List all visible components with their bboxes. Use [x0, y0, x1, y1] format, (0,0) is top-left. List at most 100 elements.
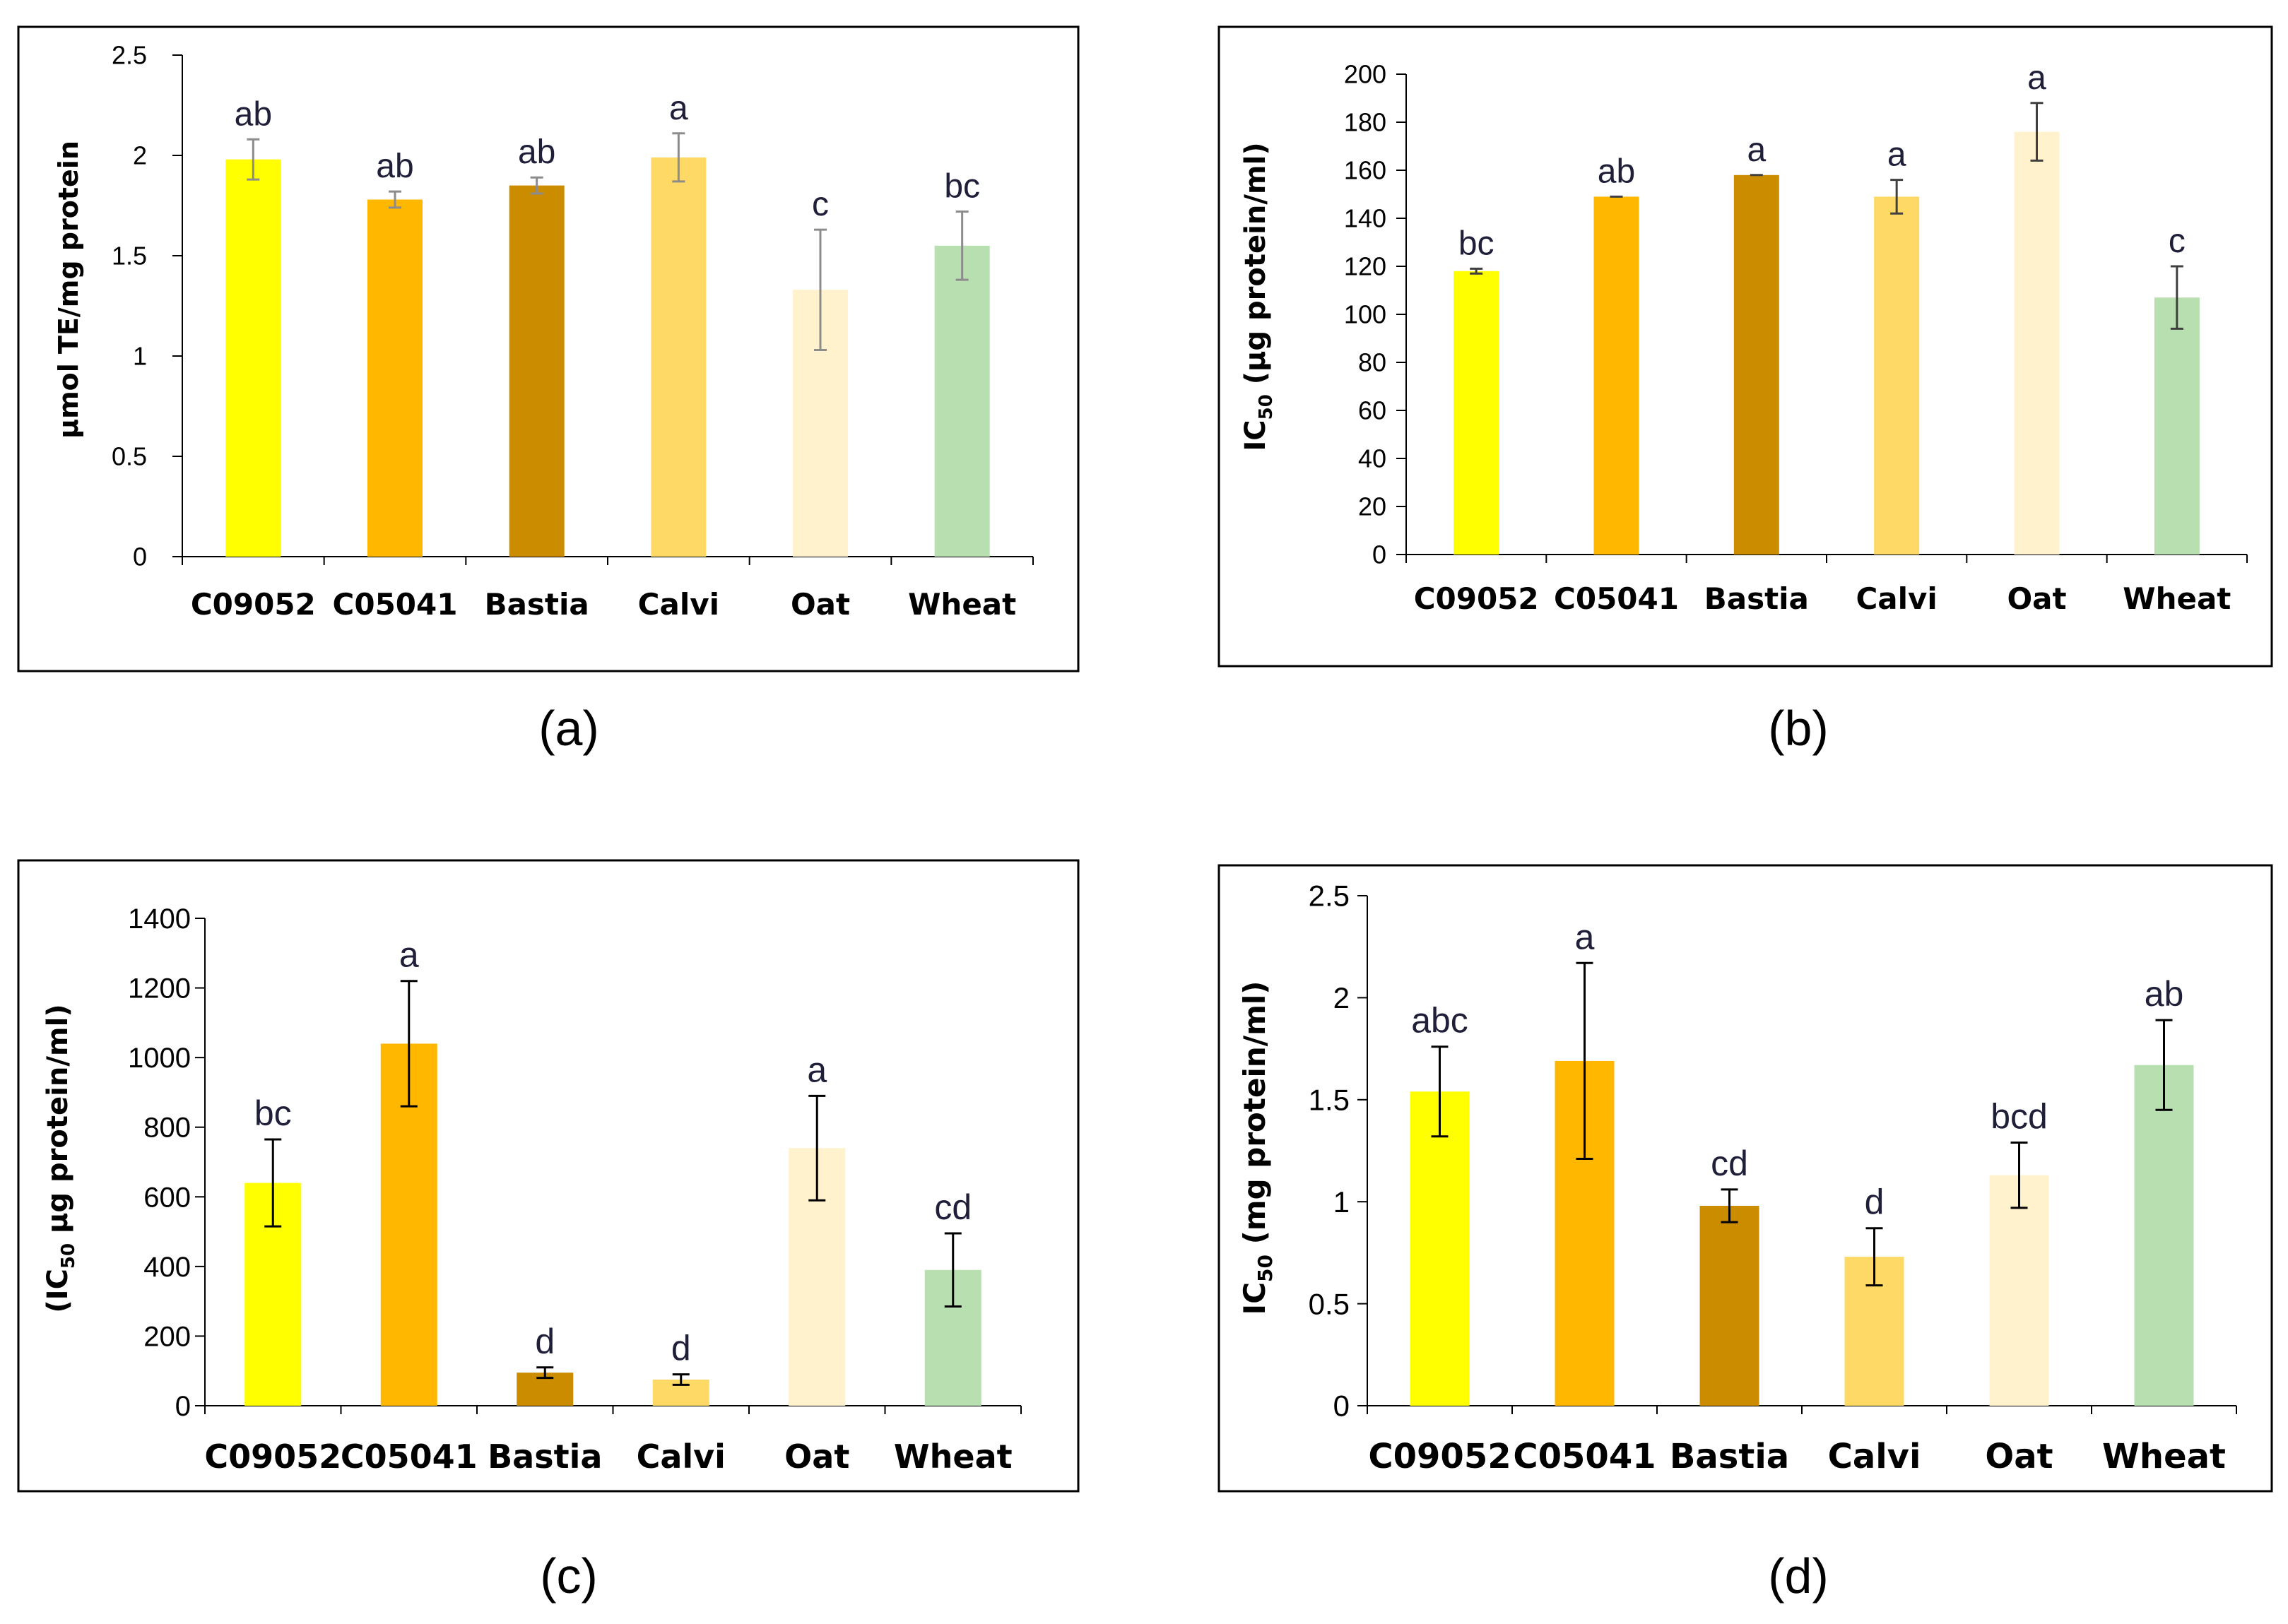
panel-b-significance-letter: a	[1747, 131, 1766, 169]
panel-d-category-label: C05041	[1513, 1437, 1656, 1476]
panel-c-significance-letter: a	[399, 935, 419, 975]
panel-a-bar	[934, 245, 990, 557]
panel-a-significance-letter: bc	[944, 168, 980, 206]
panel-b-ytick-label: 180	[1344, 108, 1386, 137]
panel-c-category-label: C09052	[204, 1438, 341, 1476]
panel-c-ylabel-main: (IC	[42, 1269, 74, 1313]
panel-b-ytick-label: 40	[1358, 444, 1386, 473]
panel-b-significance-letter: bc	[1458, 225, 1494, 262]
panel-d-ytick-label: 2.5	[1309, 879, 1350, 913]
panel-a-significance-letter: ab	[376, 148, 413, 185]
panel-d-plot: 0 0.5 1 1.5 2 2.5 abc C09052 a C05041 cd Bastia d Cal…	[1309, 879, 2237, 1476]
panel-b-ytick-label: 60	[1358, 396, 1386, 425]
panel-c-category-label: Bastia	[488, 1438, 602, 1476]
panel-b-bar	[1593, 196, 1639, 555]
panel-a-significance-letter: c	[812, 186, 829, 223]
panel-a-significance-letter: ab	[235, 95, 272, 133]
panel-b-ytick-label: 100	[1344, 300, 1386, 329]
panel-a-category-label: Calvi	[638, 587, 719, 622]
panel-b-significance-letter: a	[1887, 136, 1906, 174]
panel-b-ytick-label: 80	[1358, 348, 1386, 377]
panel-a-caption: (a)	[538, 701, 599, 756]
panel-b-bar	[2014, 131, 2060, 555]
panel-a-category-label: Oat	[791, 587, 850, 622]
panel-a-ytick-label: 1	[133, 342, 147, 371]
panel-b-category-label: Wheat	[2123, 581, 2231, 616]
panel-a-significance-letter: ab	[518, 134, 555, 171]
panel-d-significance-letter: a	[1575, 917, 1595, 956]
panel-d-bar	[1699, 1205, 1759, 1406]
panel-b-caption: (b)	[1768, 701, 1829, 756]
panel-c-ytick-label: 600	[143, 1182, 191, 1213]
panel-a-bar	[367, 199, 423, 557]
panel-a-ytick-label: 1.5	[112, 242, 147, 271]
panel-c-plot: 0 200 400 600 800 1000 1200 1400 bc C09052 a C05041…	[128, 903, 1022, 1476]
panel-b-category-label: C09052	[1414, 581, 1539, 616]
panel-b-bar	[1453, 271, 1499, 555]
panel-a-bar	[509, 185, 565, 557]
panel-d-significance-letter: abc	[1411, 1001, 1468, 1041]
panel-c-category-label: C05041	[341, 1438, 478, 1476]
panel-c-significance-letter: a	[807, 1050, 827, 1089]
panel-d-category-label: Wheat	[2102, 1437, 2226, 1476]
panel-b-ytick-label: 140	[1344, 204, 1386, 233]
panel-d-category-label: Oat	[1985, 1437, 2053, 1476]
panel-b-bar	[1874, 196, 1920, 555]
panel-d-bar	[1989, 1175, 2049, 1406]
panel-d-significance-letter: bcd	[1991, 1096, 2048, 1136]
panel-c-significance-letter: cd	[934, 1187, 972, 1227]
panel-a-significance-letter: a	[669, 90, 688, 127]
panel-d-category-label: Calvi	[1828, 1437, 1921, 1476]
panel-d-ylabel-main: IC	[1237, 1282, 1272, 1315]
panel-a-bar	[225, 159, 281, 557]
panel-b-ytick-label: 0	[1372, 540, 1386, 569]
panel-d-category-label: C09052	[1368, 1437, 1511, 1476]
panel-b-ylabel-main: IC	[1239, 420, 1272, 451]
panel-d: 0 0.5 1 1.5 2 2.5 abc C09052 a C05041 cd Bastia d Cal…	[1217, 864, 2273, 1604]
panel-a-ytick-label: 2.5	[112, 41, 147, 70]
panel-b-bar	[2154, 297, 2200, 555]
panel-c-category-label: Wheat	[894, 1438, 1013, 1476]
panel-c-ylabel-sub: 50	[58, 1243, 79, 1269]
panel-b-ylabel-rest: (μg protein/ml)	[1239, 142, 1272, 394]
panel-b-ytick-label: 20	[1358, 492, 1386, 521]
panel-b: 0 20 40 60 80 100 120 140 160 180 200 bc C09052 ab C05…	[1217, 25, 2273, 756]
panel-c-ytick-label: 0	[175, 1391, 191, 1422]
panel-c-significance-letter: d	[535, 1322, 555, 1361]
panel-d-ylabel-sub: 50	[1254, 1255, 1277, 1282]
panel-b-ytick-label: 120	[1344, 252, 1386, 281]
panel-b-significance-letter: ab	[1598, 153, 1635, 190]
panel-c: 0 200 400 600 800 1000 1200 1400 bc C09052 a C05041…	[17, 859, 1080, 1604]
panel-a-category-label: Bastia	[485, 587, 589, 622]
panel-b-category-label: Bastia	[1704, 581, 1809, 616]
panel-c-caption: (c)	[540, 1548, 598, 1604]
panel-c-ytick-label: 800	[143, 1113, 191, 1144]
panel-b-ytick-label: 200	[1344, 60, 1386, 89]
panel-d-category-label: Bastia	[1670, 1437, 1789, 1476]
panel-b-ylabel: IC50 (μg protein/ml)	[1239, 142, 1277, 451]
panel-d-ylabel-rest: (mg protein/ml)	[1237, 981, 1272, 1255]
panel-b-category-label: C05041	[1554, 581, 1679, 616]
panel-c-ylabel-rest: μg protein/ml)	[42, 1004, 74, 1243]
panel-a-ytick-label: 0.5	[112, 442, 147, 471]
panel-a-plot: 0 0.5 1 1.5 2 2.5 ab C09052 ab C05041 ab Bastia a Cal…	[112, 41, 1034, 622]
panel-d-bar	[1410, 1091, 1470, 1406]
panel-a-bar	[651, 157, 707, 557]
panel-a-category-label: C09052	[191, 587, 316, 622]
panel-b-ylabel-sub: 50	[1256, 394, 1277, 420]
panel-b-significance-letter: a	[2027, 59, 2046, 97]
panel-d-ylabel: IC50 (mg protein/ml)	[1237, 981, 1277, 1315]
panel-d-significance-letter: d	[1865, 1183, 1885, 1222]
panel-d-ytick-label: 0.5	[1309, 1287, 1350, 1320]
panel-d-significance-letter: cd	[1711, 1144, 1748, 1183]
panel-b-category-label: Oat	[2007, 581, 2066, 616]
panel-a-category-label: Wheat	[908, 587, 1016, 622]
panel-b-category-label: Calvi	[1856, 581, 1937, 616]
panel-d-ytick-label: 1.5	[1309, 1084, 1350, 1117]
panel-c-ytick-label: 400	[143, 1252, 191, 1283]
panel-b-bar	[1733, 174, 1779, 555]
panel-a-ylabel: μmol TE/mg protein	[53, 141, 84, 439]
panel-c-ytick-label: 200	[143, 1321, 191, 1352]
panel-a-ytick-label: 0	[133, 543, 147, 571]
panel-c-ytick-label: 1400	[128, 903, 191, 935]
